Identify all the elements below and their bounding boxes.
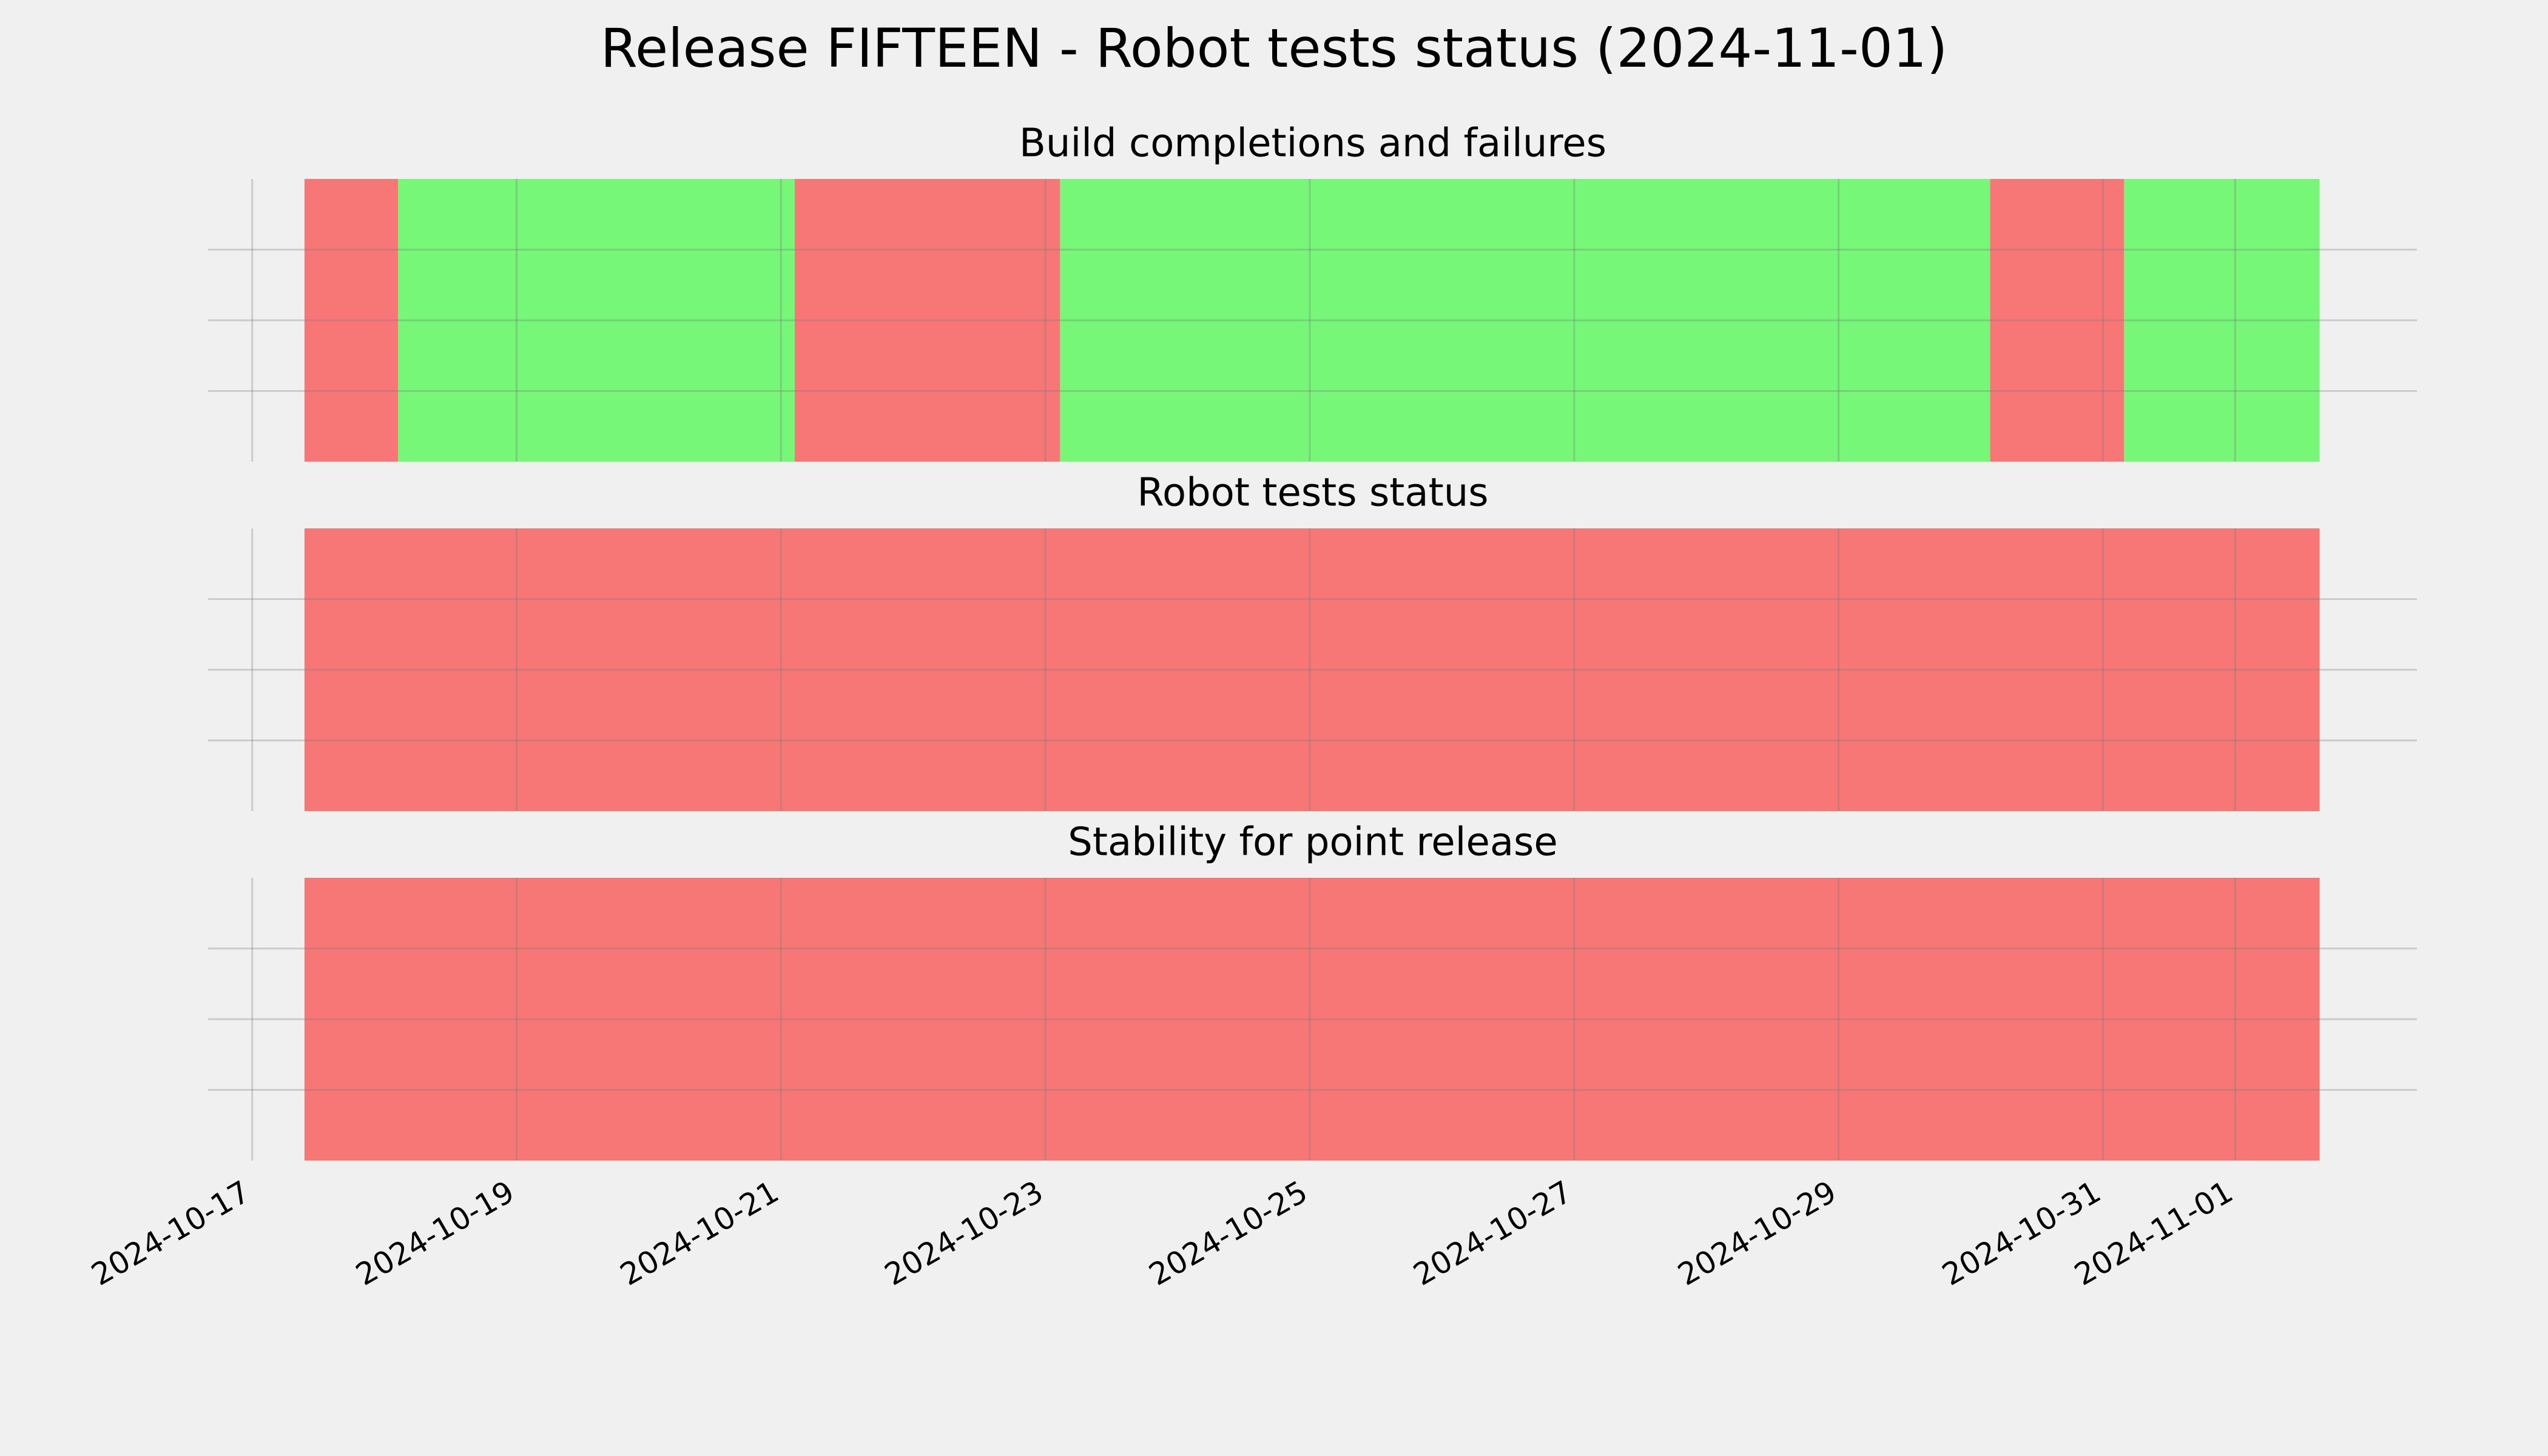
status-span <box>304 528 2320 811</box>
panel-title: Robot tests status <box>1137 471 1488 516</box>
panel-title: Stability for point release <box>1068 820 1558 865</box>
status-span <box>1060 179 1990 462</box>
status-span <box>304 878 2320 1161</box>
panel-title: Build completions and failures <box>1019 121 1606 166</box>
chart-title: Release FIFTEEN - Robot tests status (20… <box>601 17 1947 79</box>
status-span <box>1990 179 2125 462</box>
status-span <box>304 179 399 462</box>
status-span <box>398 179 795 462</box>
status-span <box>794 179 1060 462</box>
status-span <box>2124 179 2320 462</box>
